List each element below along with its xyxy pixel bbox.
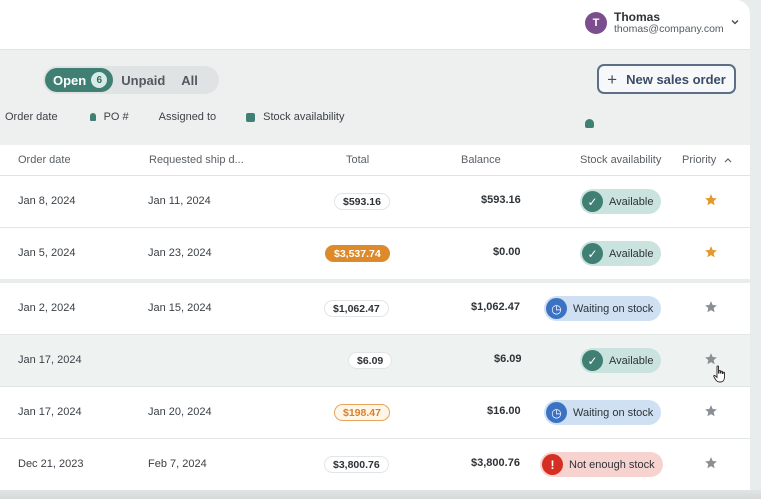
balance: $593.16 xyxy=(481,194,521,206)
stock-status-label: Available xyxy=(609,195,654,208)
ship-date: Jan 15, 2024 xyxy=(148,302,212,314)
clock-icon: ◷ xyxy=(546,402,567,423)
table-row[interactable]: Jan 17, 2024 Jan 20, 2024 $198.47 $16.00… xyxy=(0,387,750,439)
stock-status-badge: ◷ Waiting on stock xyxy=(544,400,662,425)
tab-open-label: Open xyxy=(53,72,87,88)
star-icon[interactable] xyxy=(704,352,718,366)
order-date: Jan 2, 2024 xyxy=(18,302,76,314)
tab-open[interactable]: Open 6 xyxy=(45,68,114,92)
balance: $3,800.76 xyxy=(471,457,520,469)
user-email: thomas@company.com xyxy=(614,23,724,35)
balance: $6.09 xyxy=(494,353,522,365)
user-name: Thomas xyxy=(614,10,661,24)
total-badge: $3,800.76 xyxy=(324,456,389,473)
col-priority[interactable]: Priority xyxy=(682,154,732,166)
filter-order-date-label: Order date xyxy=(5,111,58,123)
chevron-up-icon xyxy=(724,158,732,163)
order-date: Jan 5, 2024 xyxy=(18,247,76,259)
table-row[interactable]: Jan 2, 2024 Jan 15, 2024 $1,062.47 $1,06… xyxy=(0,283,750,335)
total-badge: $6.09 xyxy=(348,352,393,369)
filter-assigned-to-label: Assigned to xyxy=(158,111,217,123)
status-tabs: Open 6 Unpaid All xyxy=(43,66,219,94)
stock-status-badge: ✓ Available xyxy=(580,241,662,266)
avatar: T xyxy=(585,12,607,34)
total-badge: $1,062.47 xyxy=(324,300,389,317)
alert-icon: ! xyxy=(542,454,563,475)
stock-status-label: Waiting on stock xyxy=(573,302,654,315)
stock-status-badge: ✓ Available xyxy=(580,348,662,373)
ship-date: Jan 11, 2024 xyxy=(148,195,211,207)
balance: $0.00 xyxy=(493,246,521,258)
star-icon[interactable] xyxy=(704,404,718,418)
total-badge: $198.47 xyxy=(334,404,390,421)
user-menu[interactable]: T Thomas thomas@company.com xyxy=(585,11,724,35)
stock-status-label: Available xyxy=(609,354,654,367)
clock-icon: ◷ xyxy=(546,298,567,319)
col-requested-ship-date[interactable]: Requested ship d... xyxy=(149,154,244,166)
box-icon xyxy=(246,112,256,122)
col-priority-label: Priority xyxy=(682,154,717,166)
top-header: T Thomas thomas@company.com xyxy=(0,0,750,50)
filter-order-date[interactable]: Order date xyxy=(5,111,58,123)
check-circle-icon: ✓ xyxy=(582,350,603,371)
star-icon[interactable] xyxy=(704,300,718,314)
pin-icon xyxy=(89,113,96,121)
filter-po-label: PO # xyxy=(103,111,129,123)
filter-po[interactable]: PO # xyxy=(89,111,129,123)
order-date: Jan 17, 2024 xyxy=(18,406,82,418)
filter-bar: Order date PO # Assigned to Stock availa… xyxy=(0,108,594,128)
table-row[interactable]: Jan 8, 2024 Jan 11, 2024 $593.16 $593.16… xyxy=(0,176,750,228)
order-date: Jan 17, 2024 xyxy=(18,354,82,366)
plus-icon: + xyxy=(607,69,618,89)
tab-open-count: 6 xyxy=(91,72,108,88)
tab-all[interactable]: All xyxy=(173,68,206,92)
order-date: Jan 8, 2024 xyxy=(18,195,76,207)
chevron-down-icon[interactable] xyxy=(731,18,739,26)
stock-status-label: Not enough stock xyxy=(569,458,655,471)
star-icon[interactable] xyxy=(704,193,718,207)
table-row[interactable]: Dec 21, 2023 Feb 7, 2024 $3,800.76 $3,80… xyxy=(0,439,750,491)
stock-status-label: Waiting on stock xyxy=(573,406,654,419)
ship-date: Jan 23, 2024 xyxy=(148,247,212,259)
tab-unpaid[interactable]: Unpaid xyxy=(113,68,173,92)
ship-date: Feb 7, 2024 xyxy=(148,458,207,470)
total-badge: $593.16 xyxy=(334,193,390,210)
table-header: Order date Requested ship d... Total Bal… xyxy=(0,145,750,176)
stock-status-badge: ✓ Available xyxy=(580,189,662,214)
stock-status-badge: ◷ Waiting on stock xyxy=(544,296,662,321)
balance: $1,062.47 xyxy=(471,301,520,313)
ship-date: Jan 20, 2024 xyxy=(148,406,212,418)
tab-all-label: All xyxy=(181,72,198,88)
stock-status-label: Available xyxy=(609,247,654,260)
orders-table: Order date Requested ship d... Total Bal… xyxy=(0,145,750,491)
check-circle-icon: ✓ xyxy=(582,191,603,212)
new-sales-order-label: New sales order xyxy=(626,71,726,87)
balance: $16.00 xyxy=(487,405,521,417)
star-icon[interactable] xyxy=(704,245,718,259)
col-total[interactable]: Total xyxy=(346,154,370,166)
table-row[interactable]: Jan 17, 2024 $6.09 $6.09 ✓ Available xyxy=(0,335,750,387)
table-row[interactable]: Jan 5, 2024 Jan 23, 2024 $3,537.74 $0.00… xyxy=(0,228,750,283)
filter-assigned-to[interactable]: Assigned to xyxy=(158,111,594,128)
bottom-edge xyxy=(0,490,761,499)
stock-status-badge: ! Not enough stock xyxy=(540,452,663,477)
col-balance[interactable]: Balance xyxy=(461,154,501,166)
user-info: Thomas thomas@company.com xyxy=(614,11,724,35)
hand-cursor-icon xyxy=(713,365,725,383)
total-badge: $3,537.74 xyxy=(325,245,390,262)
new-sales-order-button[interactable]: + New sales order xyxy=(597,64,736,94)
filter-stock-availability-label: Stock availability xyxy=(263,111,345,123)
col-order-date[interactable]: Order date xyxy=(18,154,71,166)
star-icon[interactable] xyxy=(704,456,718,470)
tab-unpaid-label: Unpaid xyxy=(121,72,166,88)
check-circle-icon: ✓ xyxy=(582,243,603,264)
order-date: Dec 21, 2023 xyxy=(18,458,84,470)
filter-stock-availability[interactable]: Stock availability xyxy=(246,111,344,123)
person-icon xyxy=(585,119,594,128)
col-stock-availability[interactable]: Stock availability xyxy=(580,154,662,166)
